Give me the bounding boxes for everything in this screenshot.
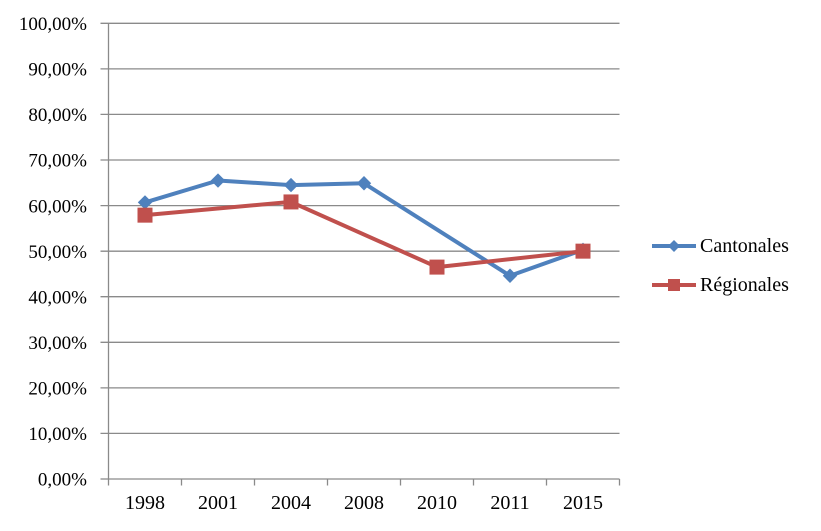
y-tick-label: 60,00% [28,196,87,217]
y-tick-label: 70,00% [28,151,87,172]
x-tick-label: 2010 [417,492,457,514]
series-marker-regionales [137,207,153,223]
series-line-cantonales [143,178,585,278]
y-tick-label: 80,00% [28,105,87,126]
y-tick-label: 30,00% [28,333,87,354]
x-tick-label: 1998 [125,492,165,514]
series-marker-cantonales [210,173,226,188]
series-marker-cantonales [502,268,518,283]
y-tick-label: 10,00% [28,424,87,445]
series-marker-regionales [429,259,445,275]
y-tick-label: 100,00% [19,14,87,35]
legend-label-cantonales: Cantonales [700,235,789,257]
x-tick-label: 2008 [344,492,384,514]
legend-item-regionales: Régionales [651,272,789,298]
regionales-square-marker-icon [652,279,696,291]
x-tick-label: 2015 [563,492,603,514]
series-marker-cantonales [356,176,372,191]
series-marker-cantonales [283,177,299,193]
y-tick-label: 90,00% [28,60,87,81]
series-marker-cantonales [137,195,153,210]
series-marker-regionales [575,243,591,259]
y-tick-label: 0,00% [38,470,87,491]
legend: Cantonales Régionales [649,0,821,531]
cantonales-diamond-marker-icon [652,240,696,252]
legend-label-regionales: Régionales [700,274,789,296]
x-tick-label: 2001 [198,492,238,514]
series-line-regionales [143,199,585,270]
legend-item-cantonales: Cantonales [651,233,789,259]
x-tick-label: 2004 [271,492,311,514]
y-tick-label: 50,00% [28,242,87,263]
x-tick-label: 2011 [490,492,529,514]
y-tick-label: 20,00% [28,379,87,400]
y-tick-label: 40,00% [28,287,87,308]
series-marker-regionales [283,194,299,210]
